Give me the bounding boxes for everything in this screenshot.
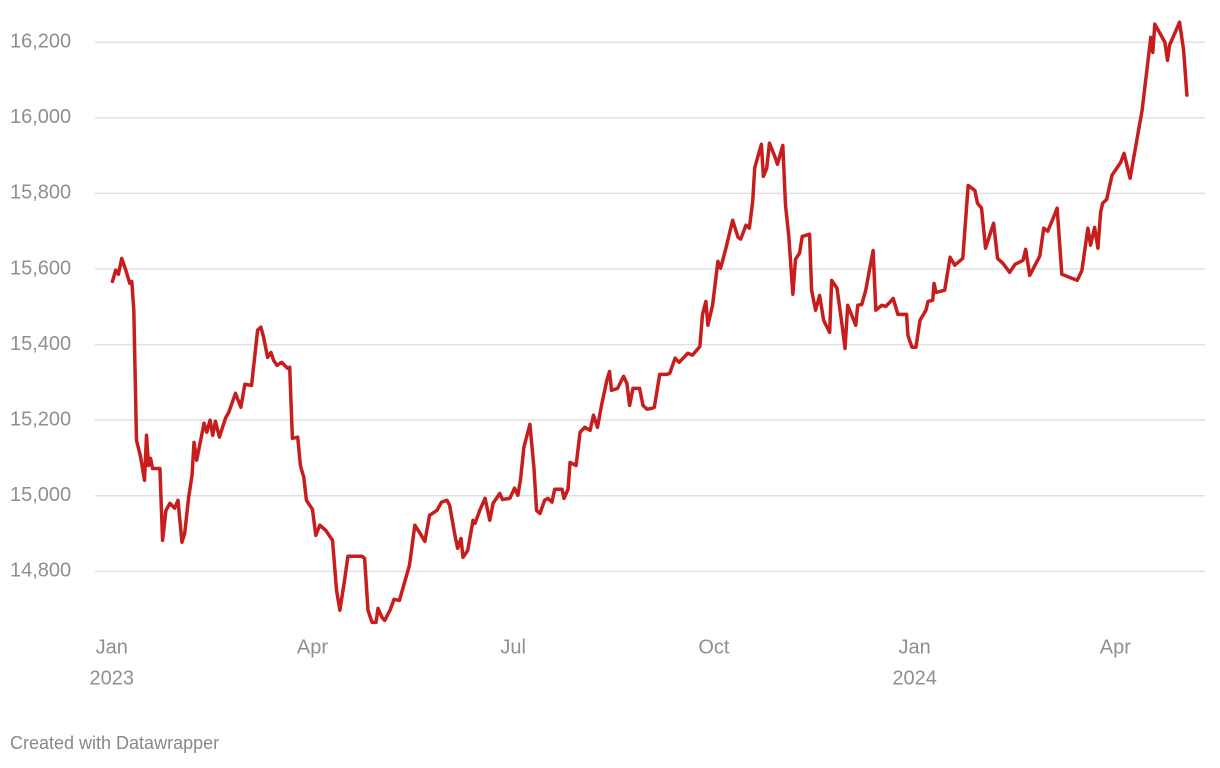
x-tick-label: Oct [698, 636, 730, 658]
x-tick-label: Apr [297, 636, 328, 658]
y-tick-label: 15,600 [10, 257, 71, 279]
x-tick-label: Jan [898, 636, 930, 658]
y-tick-label: 15,000 [10, 484, 71, 506]
y-tick-label: 16,200 [10, 31, 71, 53]
y-tick-label: 15,400 [10, 333, 71, 355]
y-tick-label: 16,000 [10, 106, 71, 128]
x-tick-label: Jul [500, 636, 526, 658]
x-tick-year: 2024 [892, 667, 937, 689]
price-line [110, 20, 1189, 625]
y-tick-label: 14,800 [10, 560, 71, 582]
x-tick-year: 2023 [89, 667, 134, 689]
x-tick-label: Apr [1100, 636, 1131, 658]
footer: Created with Datawrapper [10, 733, 219, 753]
y-tick-label: 15,200 [10, 408, 71, 430]
x-tick-label: Jan [96, 636, 128, 658]
y-tick-label: 15,800 [10, 182, 71, 204]
